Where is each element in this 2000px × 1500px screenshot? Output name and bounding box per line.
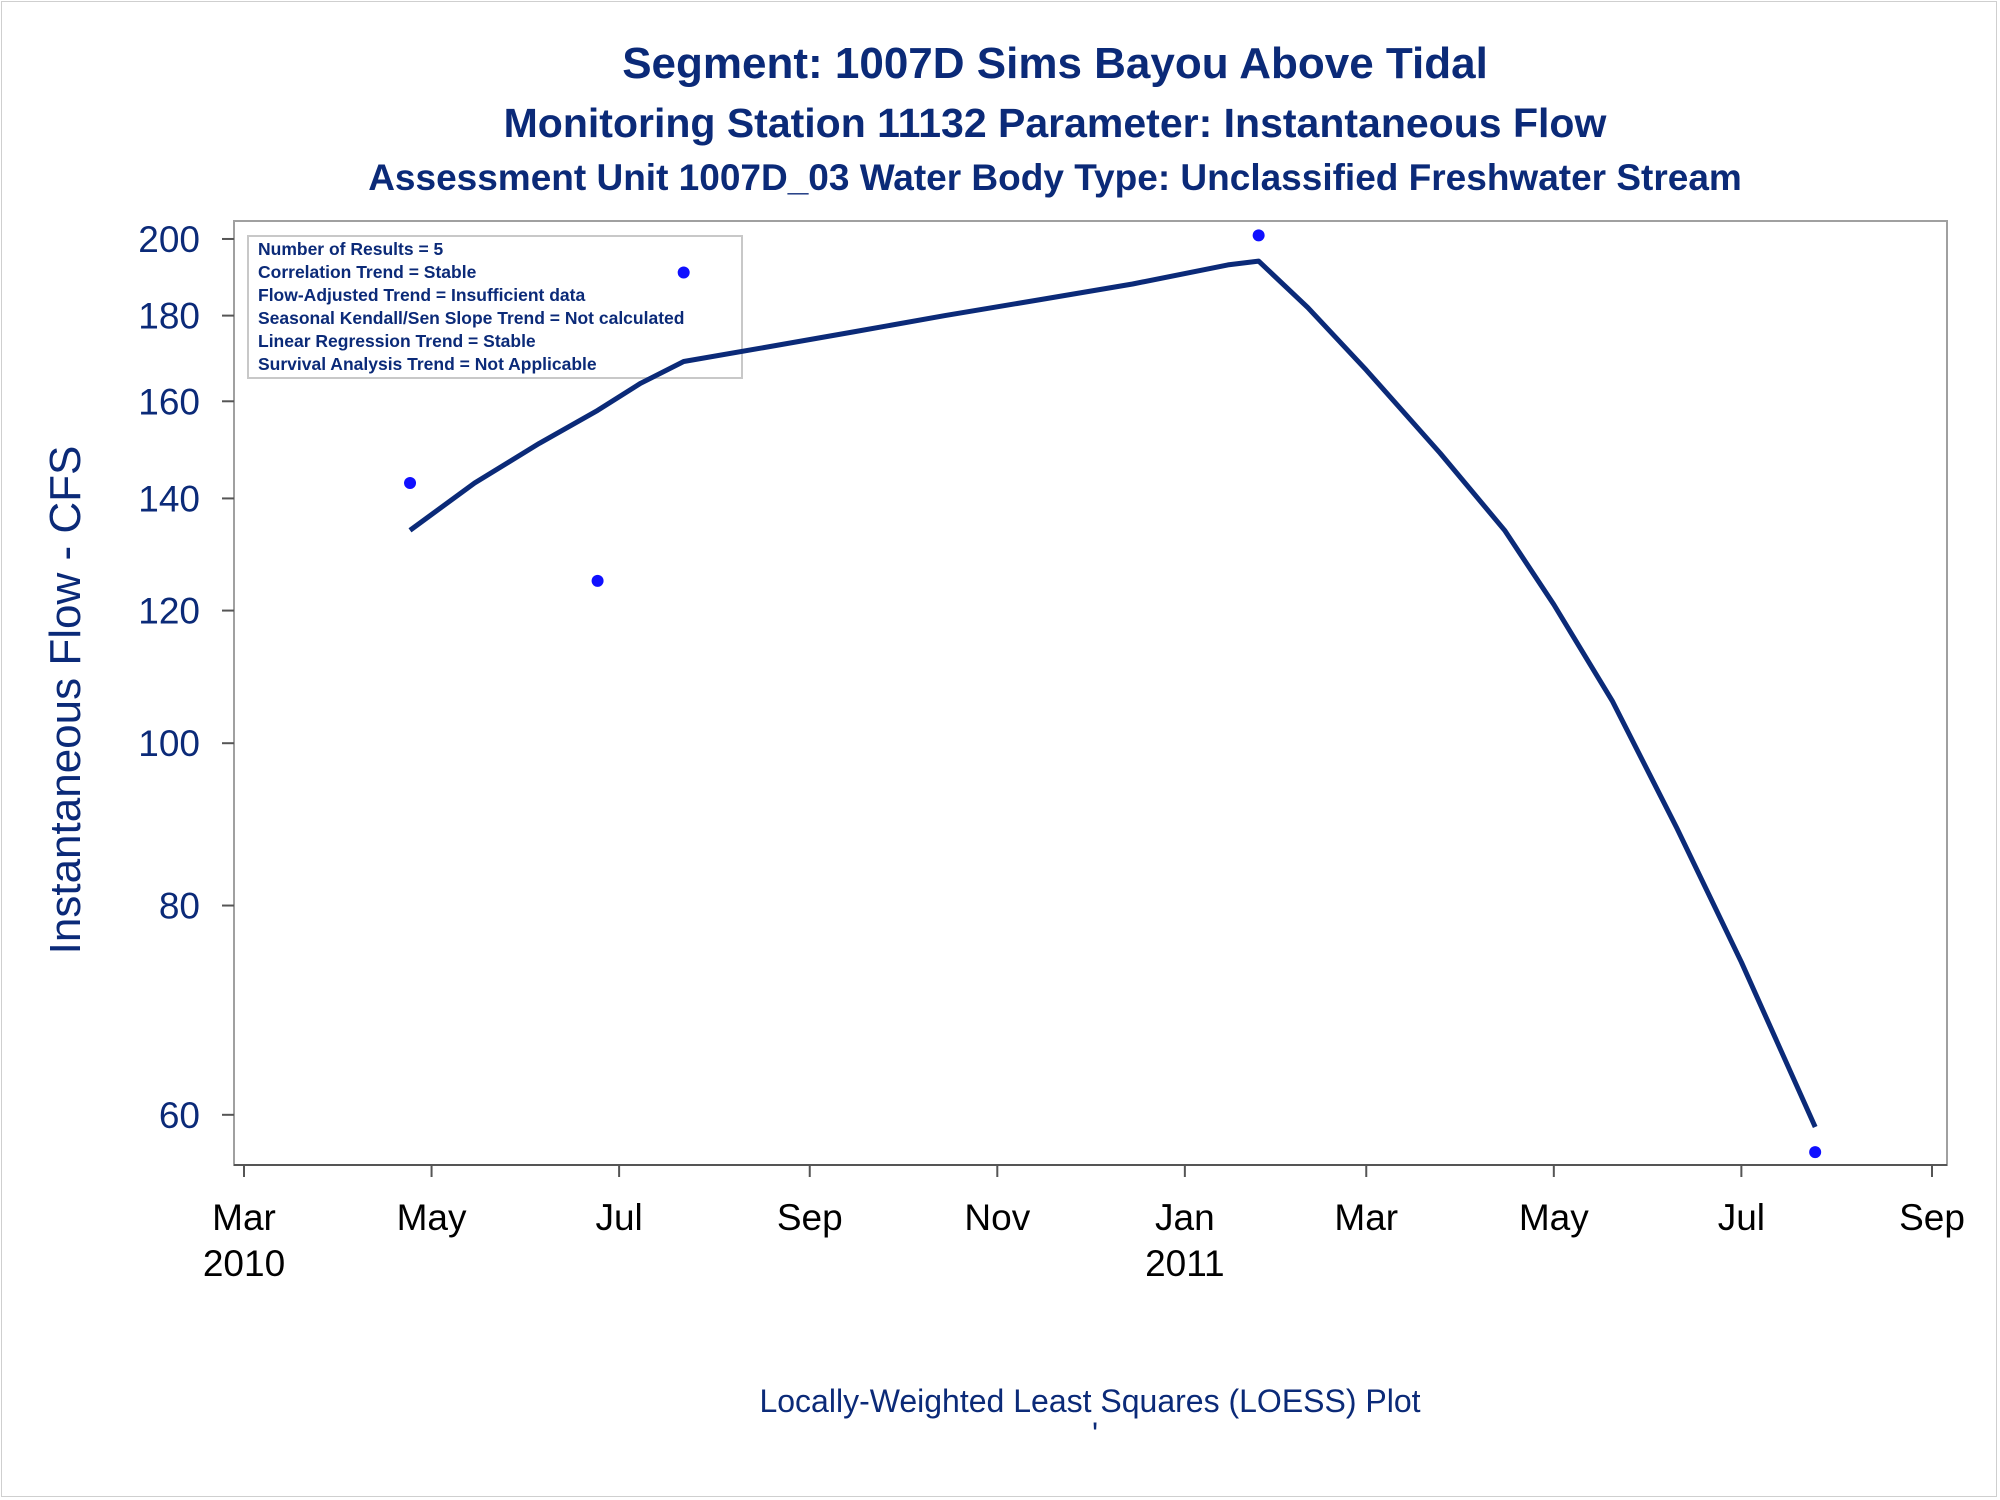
x-tick-label: May <box>397 1197 467 1238</box>
y-tick-label: 160 <box>138 381 200 422</box>
y-tick-label: 120 <box>138 591 200 632</box>
y-tick-label: 80 <box>159 886 200 927</box>
chart-footnote: Locally-Weighted Least Squares (LOESS) P… <box>759 1383 1420 1419</box>
y-tick-label: 100 <box>138 723 200 764</box>
y-tick-label: 60 <box>159 1095 200 1136</box>
x-tick-label: Mar <box>1334 1197 1398 1238</box>
data-series <box>404 229 1822 1159</box>
x-tick-label: Mar <box>212 1197 276 1238</box>
x-tick-label: May <box>1519 1197 1589 1238</box>
x-tick-label: Sep <box>777 1197 843 1238</box>
stat-number-of-results: Number of Results = 5 <box>258 239 444 259</box>
y-tick-label: 180 <box>138 296 200 337</box>
data-point <box>1252 229 1265 242</box>
data-point <box>1809 1146 1822 1159</box>
x-tick-year-label: 2010 <box>203 1243 285 1284</box>
y-axis-label: Instantaneous Flow - CFS <box>41 446 90 955</box>
stat-flow-adjusted-trend: Flow-Adjusted Trend = Insufficient data <box>258 285 585 305</box>
x-tick-year-label: 2011 <box>1145 1243 1225 1284</box>
chart-title: Segment: 1007D Sims Bayou Above Tidal <box>622 39 1488 88</box>
stats-box-frame <box>247 235 743 379</box>
chart-subtitle-2: Assessment Unit 1007D_03 Water Body Type… <box>368 157 1742 198</box>
stat-survival-analysis-trend: Survival Analysis Trend = Not Applicable <box>258 354 597 374</box>
stat-correlation-trend: Correlation Trend = Stable <box>258 262 477 282</box>
stat-linear-regression-trend: Linear Regression Trend = Stable <box>258 331 536 351</box>
y-tick-label: 200 <box>138 219 200 260</box>
x-tick-label: Nov <box>964 1197 1030 1238</box>
y-axis: 60 80 100 120 140 160 180 200 <box>138 219 234 1136</box>
x-axis: Mar 2010 May Jul Sep Nov Jan 2011 Mar May Jul Sep <box>203 1164 1965 1284</box>
x-tick-label: Jul <box>1718 1197 1765 1238</box>
chart-subtitle: Monitoring Station 11132 Parameter: Inst… <box>504 100 1607 146</box>
x-tick-label: Jul <box>595 1197 642 1238</box>
stat-seasonal-kendall-trend: Seasonal Kendall/Sen Slope Trend = Not c… <box>258 308 684 328</box>
data-point <box>591 574 604 587</box>
footnote-mark: ' <box>1092 1416 1098 1452</box>
y-tick-label: 140 <box>138 478 200 519</box>
x-tick-label: Jan <box>1155 1197 1215 1238</box>
x-tick-label: Sep <box>1899 1197 1965 1238</box>
data-point <box>404 477 417 490</box>
stats-box: Number of Results = 5 Correlation Trend … <box>247 235 743 379</box>
loess-line <box>408 258 1818 1129</box>
data-point <box>677 266 690 279</box>
